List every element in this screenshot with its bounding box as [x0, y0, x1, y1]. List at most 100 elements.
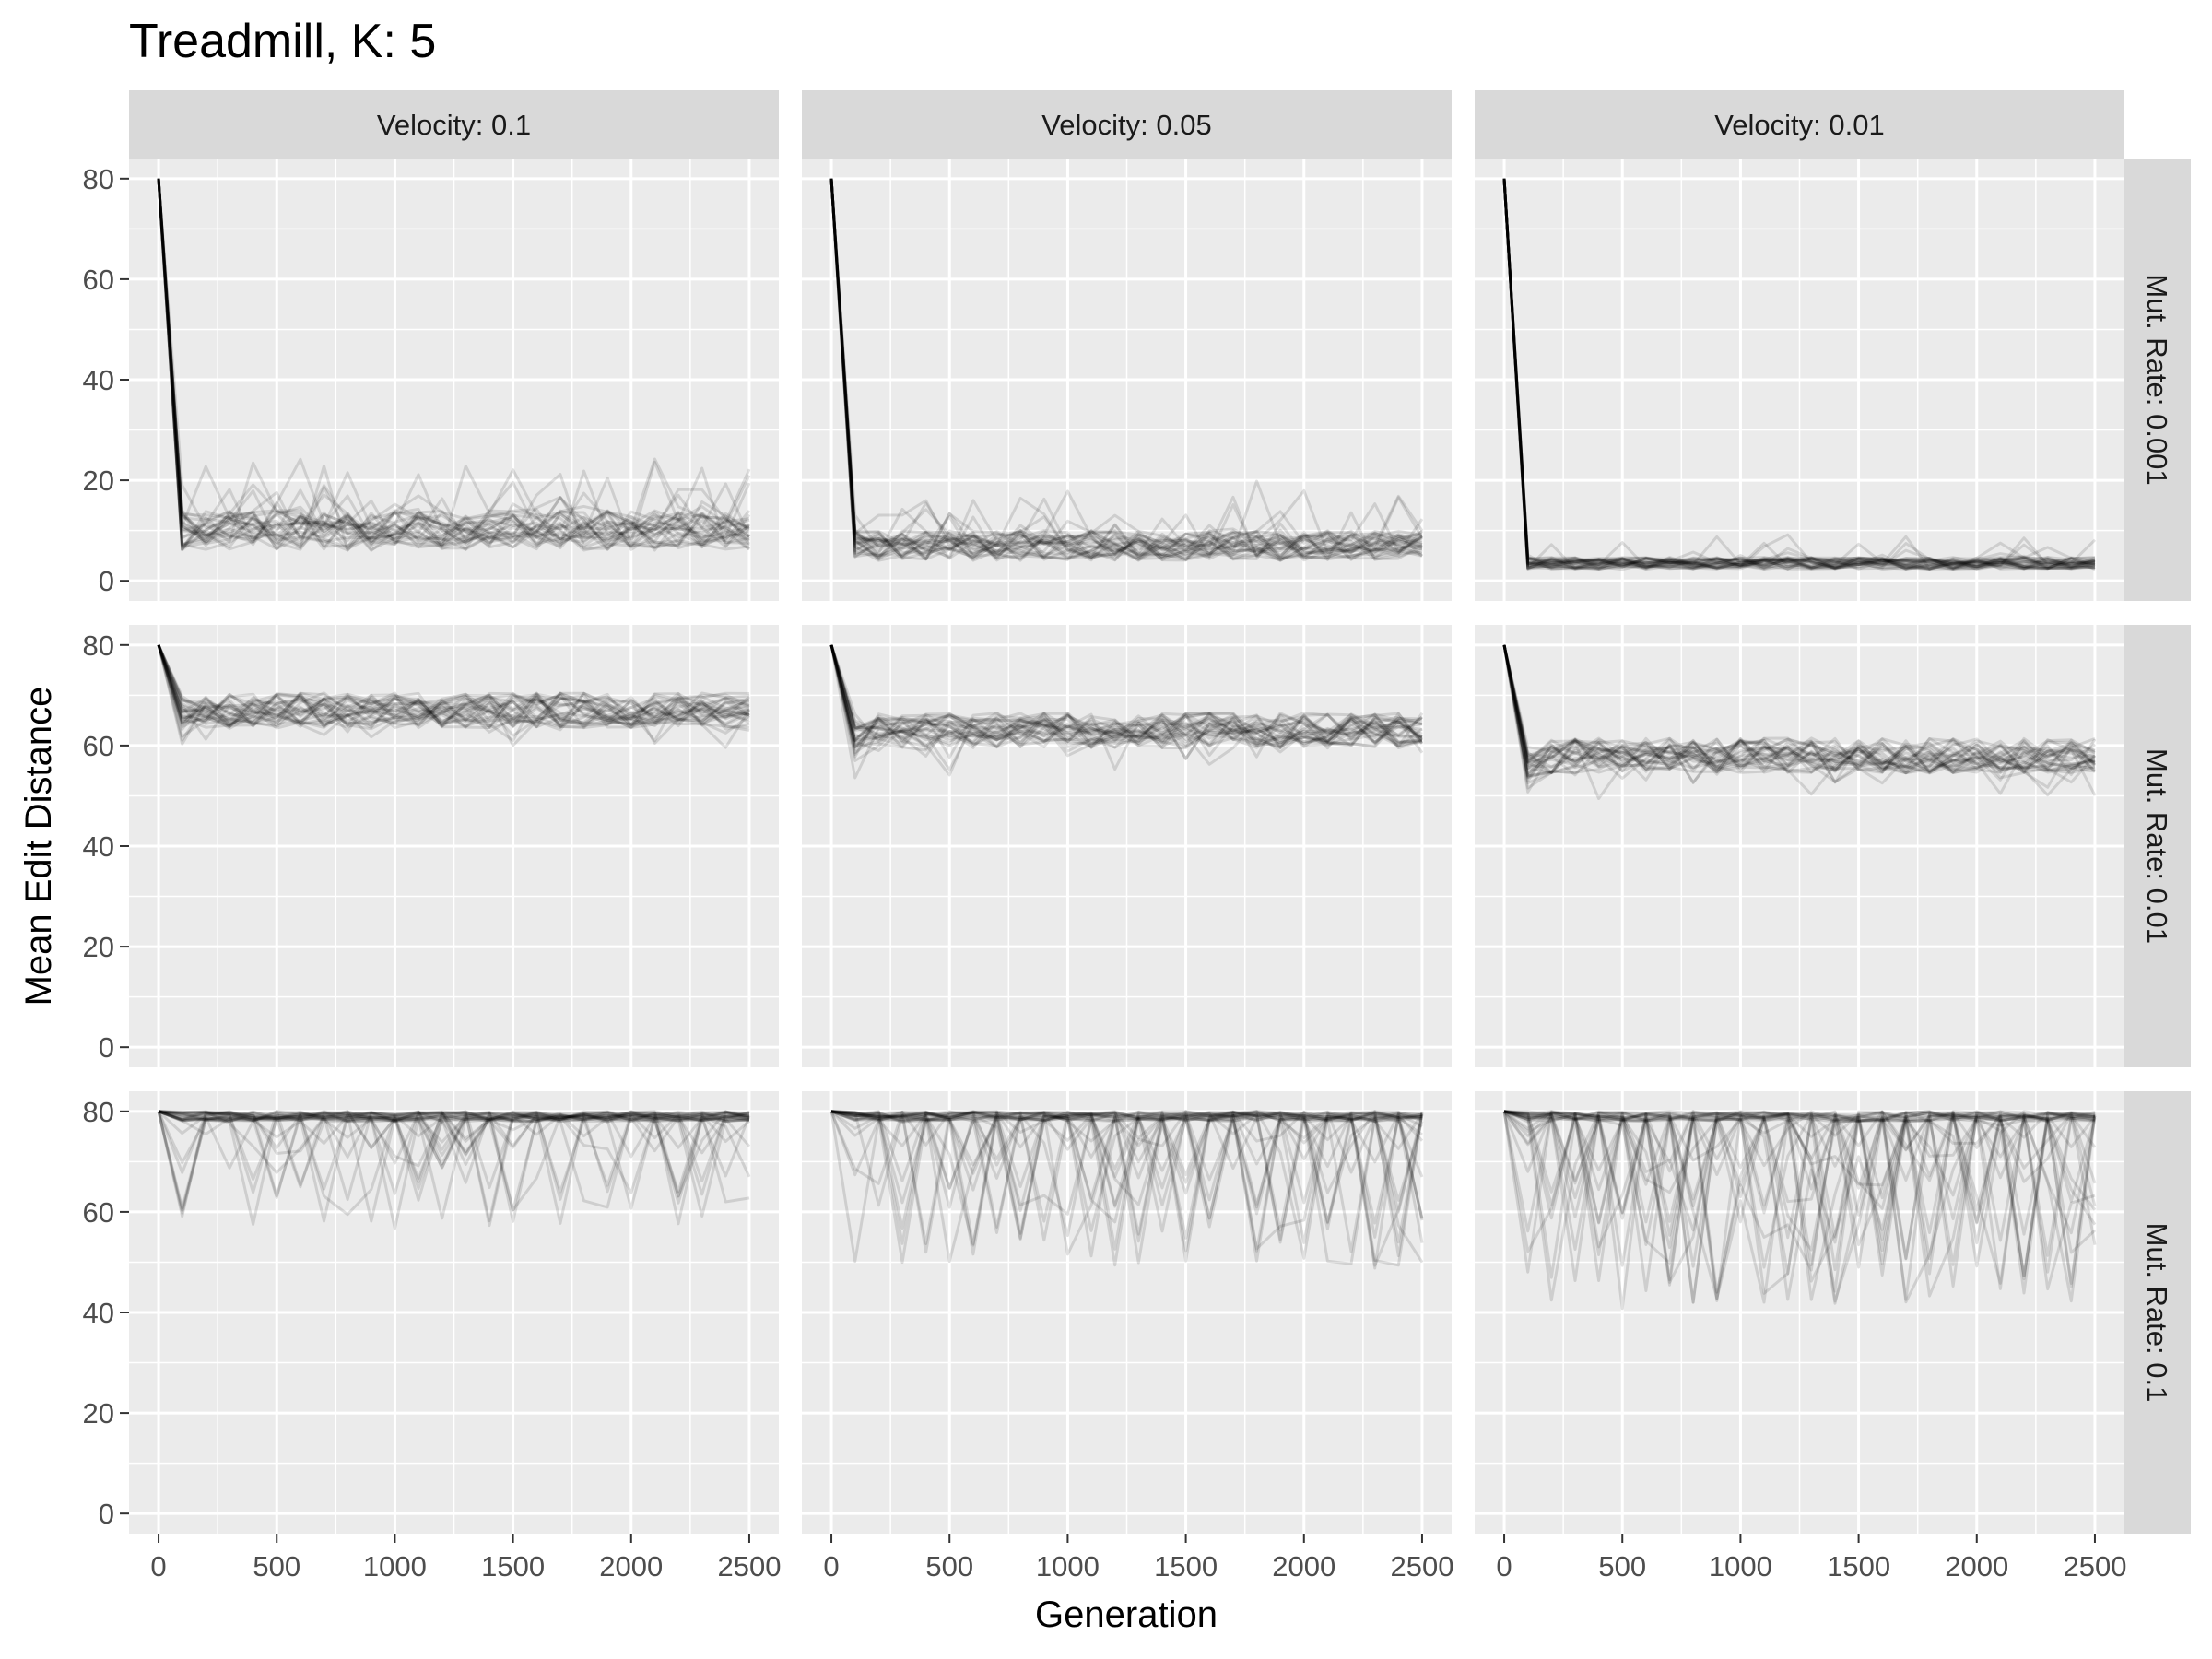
x-tick-label: 2500: [2063, 1550, 2126, 1583]
replicate-trace: [158, 1110, 750, 1202]
x-tick-label: 500: [1598, 1550, 1646, 1583]
replicate-trace: [158, 1110, 750, 1201]
replicate-trace: [830, 178, 1423, 559]
replicate-trace: [157, 178, 750, 551]
replicate-trace: [830, 178, 1422, 560]
row-strip: [2124, 625, 2191, 1067]
row-strip-label: Mut. Rate: 0.001: [2141, 274, 2173, 485]
replicate-trace: [1502, 1110, 2096, 1303]
replicate-trace: [157, 178, 751, 550]
replicate-trace: [1503, 1110, 2096, 1304]
replicate-trace: [157, 178, 750, 545]
replicate-trace: [1502, 644, 2097, 778]
replicate-trace: [1503, 1110, 2097, 1304]
x-tick-label: 0: [150, 1550, 166, 1583]
replicate-trace: [830, 178, 1423, 561]
replicate-trace: [1502, 644, 2096, 777]
replicate-trace: [157, 644, 750, 735]
replicate-trace: [157, 178, 751, 550]
replicate-trace: [158, 1110, 750, 1187]
replicate-trace: [1503, 1110, 2096, 1302]
y-tick-label: 20: [83, 465, 114, 497]
replicate-trace: [158, 1110, 750, 1218]
replicate-trace: [157, 178, 750, 547]
replicate-trace: [830, 644, 1423, 771]
replicate-trace: [1502, 178, 2096, 571]
replicate-trace: [157, 178, 750, 552]
y-tick-label: 40: [83, 1297, 114, 1329]
x-tick-label: 2500: [717, 1550, 781, 1583]
facet-panel: 0 500 1000 1500 2000 2500: [802, 1091, 1453, 1583]
replicate-trace: [1502, 178, 2096, 571]
replicate-trace: [1502, 644, 2096, 784]
replicate-trace: [157, 1110, 750, 1174]
replicate-trace: [830, 644, 1423, 749]
replicate-trace: [157, 644, 750, 727]
replicate-trace: [1502, 1110, 2096, 1300]
replicate-trace: [830, 1110, 1424, 1241]
replicate-trace: [157, 644, 750, 747]
facet-panel: 0 500 1000 1500 2000 2500: [1475, 1091, 2126, 1583]
x-tick-label: 0: [1496, 1550, 1512, 1583]
replicate-trace: [830, 644, 1423, 752]
replicate-trace: [830, 178, 1423, 562]
replicate-trace: [830, 1110, 1423, 1244]
replicate-trace: [158, 1110, 750, 1135]
replicate-trace: [157, 644, 750, 729]
replicate-trace: [1502, 178, 2096, 570]
replicate-trace: [1502, 644, 2097, 777]
facet-panel: [802, 625, 1452, 1067]
replicate-trace: [158, 1110, 750, 1196]
replicate-trace: [1502, 178, 2096, 571]
replicate-trace: [157, 644, 750, 741]
x-tick-label: 2500: [1390, 1550, 1453, 1583]
replicate-trace: [157, 644, 750, 726]
replicate-trace: [157, 1110, 750, 1217]
replicate-trace: [157, 178, 750, 551]
replicate-trace: [157, 178, 750, 550]
replicate-trace: [157, 178, 750, 549]
replicate-trace: [1502, 644, 2096, 772]
x-tick-label: 1500: [1827, 1550, 1890, 1583]
row-strip-label: Mut. Rate: 0.01: [2141, 748, 2173, 944]
replicate-trace: [157, 644, 750, 732]
replicate-trace: [1502, 178, 2096, 571]
replicate-trace: [1503, 1110, 2097, 1288]
replicate-trace: [830, 178, 1423, 562]
x-tick-label: 1000: [363, 1550, 427, 1583]
row-strip-label: Mut. Rate: 0.1: [2141, 1223, 2173, 1403]
replicate-trace: [158, 1110, 750, 1159]
replicate-trace: [1502, 644, 2097, 794]
replicate-trace: [1502, 644, 2096, 775]
replicate-trace: [158, 1110, 750, 1223]
replicate-trace: [830, 644, 1423, 752]
y-tick-label: 80: [83, 163, 114, 195]
replicate-trace: [830, 1110, 1424, 1265]
replicate-trace: [1502, 644, 2096, 783]
replicate-trace: [157, 644, 750, 730]
replicate-trace: [1502, 178, 2096, 571]
replicate-trace: [1502, 178, 2096, 571]
replicate-trace: [1502, 178, 2096, 571]
replicate-trace: [157, 644, 750, 738]
replicate-trace: [830, 178, 1423, 561]
replicate-trace: [157, 178, 751, 549]
replicate-trace: [830, 644, 1423, 749]
replicate-trace: [830, 178, 1424, 561]
y-tick-label: 60: [83, 264, 114, 296]
replicate-trace: [1502, 644, 2096, 780]
replicate-trace: [1502, 178, 2096, 571]
replicate-trace: [157, 644, 750, 729]
x-tick-label: 500: [253, 1550, 300, 1583]
replicate-trace: [830, 644, 1423, 749]
replicate-trace: [830, 1110, 1423, 1251]
facet-panel: [802, 159, 1452, 601]
replicate-trace: [1502, 178, 2096, 571]
replicate-trace: [157, 644, 750, 743]
replicate-trace: [157, 178, 750, 550]
x-tick-label: 0: [823, 1550, 839, 1583]
replicate-trace: [158, 1110, 751, 1220]
replicate-trace: [157, 644, 750, 730]
y-tick-label: 0: [99, 565, 114, 597]
replicate-trace: [157, 644, 750, 729]
